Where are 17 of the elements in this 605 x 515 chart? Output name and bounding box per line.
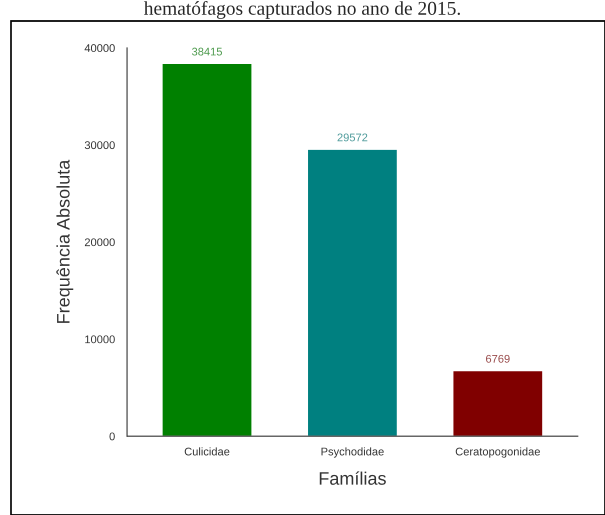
bar: [161, 62, 253, 436]
bar: [452, 370, 544, 436]
y-tick-label: 30000: [84, 141, 115, 150]
y-tick-label: 10000: [85, 335, 115, 344]
x-axis-title: Famílias: [320, 471, 386, 485]
data-label: 6769: [486, 354, 510, 363]
x-tick-label: Culicidae: [184, 447, 230, 456]
x-tick-label: Psychodidae: [322, 447, 384, 458]
bar: [306, 148, 398, 436]
y-tick-label: 40000: [84, 44, 115, 52]
y-tick-label: 0: [110, 432, 115, 440]
chart-title: hematófagos capturados no ano de 2015.: [144, 1, 460, 19]
y-tick-label: 20000: [84, 238, 115, 246]
data-label: 38415: [192, 48, 222, 56]
y-axis-title: Frequência Absoluta: [56, 160, 74, 323]
data-label: 29572: [338, 134, 368, 142]
x-tick-label: Ceratopogonidae: [456, 447, 540, 458]
